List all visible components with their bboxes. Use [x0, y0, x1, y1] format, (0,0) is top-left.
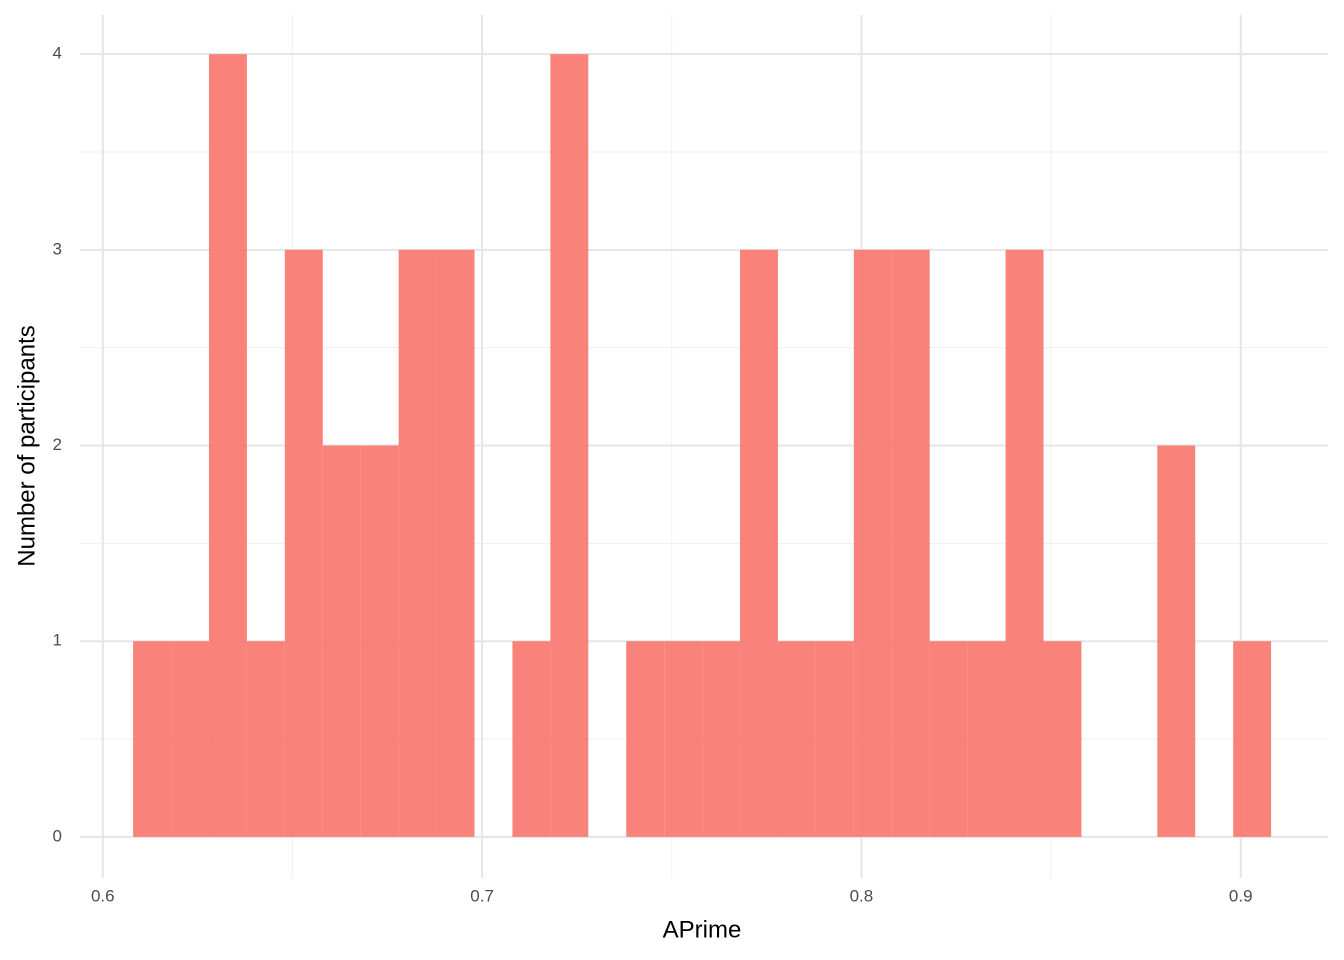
- bar: [133, 641, 172, 837]
- bar: [1157, 445, 1196, 837]
- bar: [436, 249, 475, 837]
- bar: [853, 249, 892, 837]
- bar: [171, 641, 209, 837]
- x-tick-label: 0.8: [850, 886, 874, 905]
- bar: [246, 641, 285, 837]
- x-axis-title: APrime: [663, 916, 742, 943]
- bar: [208, 54, 247, 837]
- bar: [929, 641, 968, 837]
- bar: [815, 641, 854, 837]
- y-tick-label: 1: [53, 631, 62, 650]
- bar: [740, 249, 778, 837]
- bar: [1233, 641, 1272, 837]
- bar: [360, 445, 399, 837]
- y-axis-title: Number of participants: [13, 325, 40, 566]
- x-tick-label: 0.9: [1229, 886, 1253, 905]
- bar: [967, 641, 1006, 837]
- bar: [664, 641, 703, 837]
- bar: [1043, 641, 1082, 837]
- bar: [891, 249, 930, 837]
- y-tick-label: 2: [53, 435, 62, 454]
- bar: [1005, 249, 1044, 837]
- bar: [284, 249, 323, 837]
- bar: [398, 249, 437, 837]
- bar: [702, 641, 741, 837]
- bar: [322, 445, 361, 837]
- y-tick-label: 3: [53, 239, 62, 258]
- bar: [550, 54, 589, 837]
- y-tick-label: 0: [53, 826, 62, 845]
- x-tick-label: 0.7: [470, 886, 494, 905]
- bar: [777, 641, 816, 837]
- bar: [626, 641, 665, 837]
- x-tick-label: 0.6: [91, 886, 115, 905]
- bars: [133, 54, 1272, 837]
- y-tick-label: 4: [53, 44, 62, 63]
- bar: [512, 641, 551, 837]
